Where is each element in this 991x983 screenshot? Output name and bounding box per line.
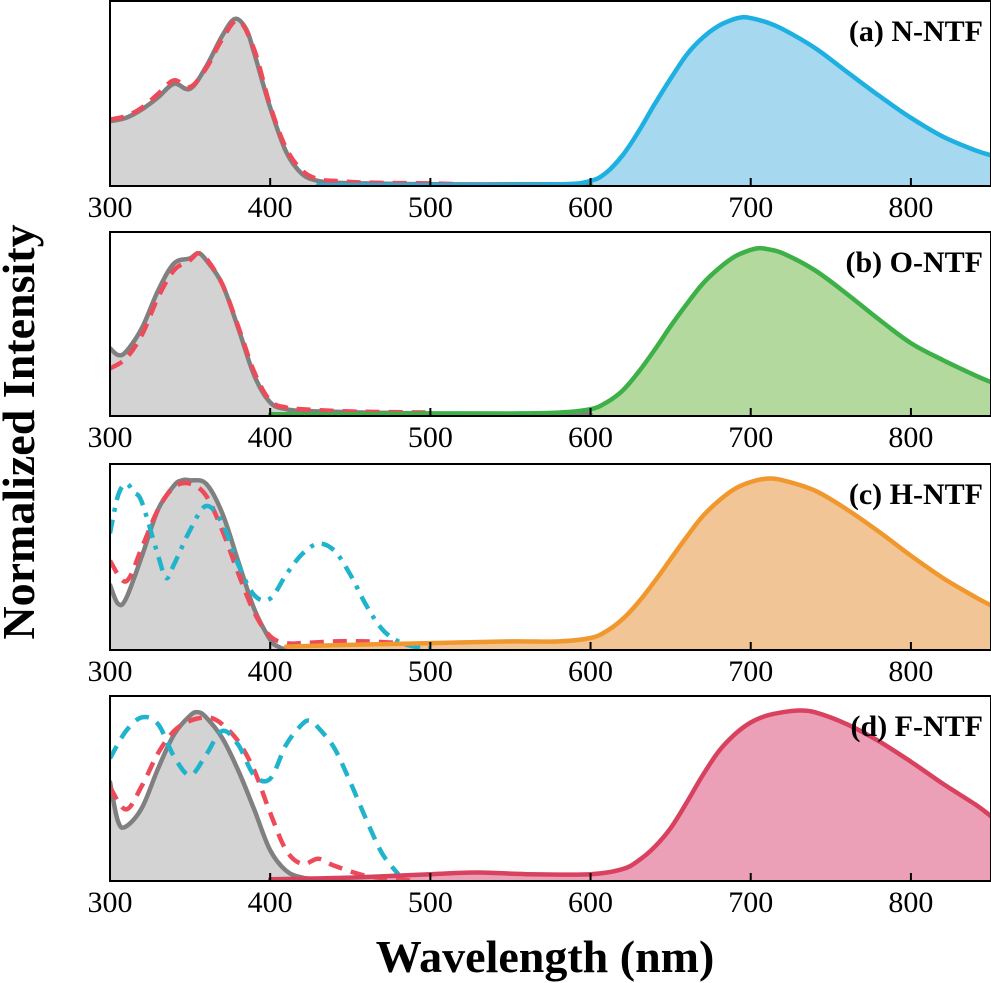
y-axis-label: Normalized Intensity — [0, 224, 44, 639]
series-excitation-2-line — [110, 481, 431, 650]
x-tick-label: 800 — [888, 655, 933, 688]
series-absorption-line — [110, 477, 289, 650]
x-tick-label: 700 — [728, 886, 773, 919]
panel-4: 300 400 500 600 700 800 (d) F-NTF — [88, 695, 991, 919]
plot-area — [110, 476, 991, 650]
x-tick-label: 500 — [408, 421, 453, 454]
x-tick-label: 400 — [248, 421, 293, 454]
panel-title: (d) F-NTF — [851, 710, 983, 743]
x-tick-label: 300 — [88, 886, 133, 919]
series-excitation-line — [110, 18, 463, 186]
panel-title: (c) H-NTF — [849, 478, 983, 511]
series-emission-fill — [286, 478, 991, 650]
x-tick-label: 300 — [88, 655, 133, 688]
x-tick-label: 300 — [88, 191, 133, 224]
x-tick-label: 600 — [568, 655, 613, 688]
x-tick-label: 400 — [248, 191, 293, 224]
panel-title: (b) O-NTF — [846, 246, 984, 279]
panel-frame — [109, 0, 991, 187]
series-excitation-2-line — [110, 714, 401, 876]
x-tick-label: 600 — [568, 421, 613, 454]
series-emission-fill — [318, 17, 991, 186]
x-tick-label: 700 — [728, 191, 773, 224]
x-axis-label: Wavelength (nm) — [376, 931, 715, 982]
panel-2: 300 400 500 600 700 800 (b) O-NTF — [88, 231, 991, 454]
panel-frame — [109, 231, 991, 417]
x-tick-label: 800 — [888, 191, 933, 224]
series-emission-line — [315, 14, 991, 186]
panel-title: (a) N-NTF — [849, 15, 983, 48]
series-absorption-fill — [110, 18, 591, 186]
x-tick-label: 500 — [408, 886, 453, 919]
panel-frame — [109, 695, 991, 882]
series-emission-fill — [270, 710, 991, 881]
x-tick-label: 400 — [248, 886, 293, 919]
series-absorption-line — [110, 709, 321, 881]
series-emission-line — [283, 476, 991, 649]
series-excitation-line — [110, 250, 431, 415]
x-tick-label: 600 — [568, 191, 613, 224]
x-tick-label: 800 — [888, 421, 933, 454]
plot-area — [110, 708, 991, 881]
plot-area — [110, 14, 991, 186]
x-tick-label: 500 — [408, 191, 453, 224]
x-tick-label: 400 — [248, 655, 293, 688]
series-excitation-line — [110, 480, 415, 649]
panel-frame — [109, 463, 991, 651]
panels: 300 400 500 600 700 800 (a) N-NTF 300 400 500 600 7… — [88, 0, 991, 919]
series-emission-line — [267, 245, 991, 416]
x-tick-label: 500 — [408, 655, 453, 688]
series-emission-fill — [270, 248, 991, 416]
plot-area — [110, 245, 991, 416]
panel-3: 300 400 500 600 700 800 (c) H-NTF — [88, 463, 991, 688]
panel-1: 300 400 500 600 700 800 (a) N-NTF — [88, 0, 991, 224]
x-tick-label: 700 — [728, 655, 773, 688]
series-emission-line — [267, 708, 991, 881]
x-tick-label: 600 — [568, 886, 613, 919]
series-absorption-fill — [110, 253, 591, 416]
x-tick-label: 700 — [728, 421, 773, 454]
series-absorption-fill — [110, 712, 319, 881]
x-tick-label: 800 — [888, 886, 933, 919]
x-tick-label: 300 — [88, 421, 133, 454]
